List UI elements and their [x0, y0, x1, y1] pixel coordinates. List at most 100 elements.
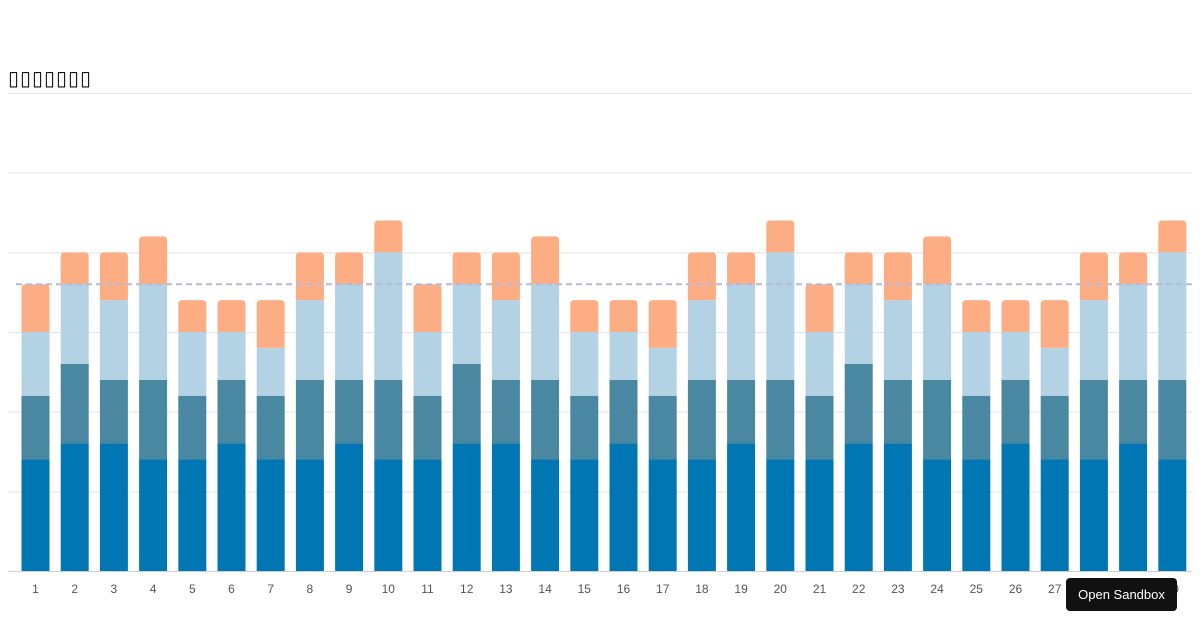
x-tick-label: 24: [930, 582, 944, 596]
bar-segment: [844, 363, 873, 444]
bar-segment: [1158, 252, 1187, 380]
bar-segment: [374, 220, 403, 253]
bar-segment: [99, 252, 128, 301]
bar-segment: [531, 379, 560, 460]
bar-segment: [648, 347, 677, 396]
bar-segment: [139, 236, 168, 285]
x-tick-label: 8: [307, 582, 314, 596]
x-tick-label: 23: [891, 582, 905, 596]
bar-segment: [256, 347, 285, 396]
bar-segment: [883, 443, 912, 571]
bar-segment: [962, 332, 991, 396]
bar-segment: [687, 252, 716, 301]
bar-segment: [256, 459, 285, 571]
bar-segment: [295, 300, 324, 380]
x-tick-label: 26: [1009, 582, 1023, 596]
bar-segment: [1040, 395, 1069, 460]
x-tick-label: 7: [267, 582, 274, 596]
bar-segment: [727, 443, 756, 571]
bar-segment: [570, 459, 599, 571]
bar-segment: [178, 395, 207, 460]
bar-segment: [1040, 300, 1069, 348]
bar-segment: [727, 379, 756, 444]
open-sandbox-button[interactable]: Open Sandbox: [1066, 578, 1177, 611]
bar-segment: [217, 379, 246, 444]
bar-segment: [923, 459, 952, 571]
bar-segment: [766, 220, 795, 253]
x-tick-label: 3: [111, 582, 118, 596]
bar-segment: [99, 300, 128, 380]
bar-segment: [413, 332, 442, 396]
bar-segment: [923, 236, 952, 285]
bar-segment: [217, 443, 246, 571]
x-tick-label: 14: [538, 582, 552, 596]
bar-segment: [335, 443, 364, 571]
bar-segment: [727, 252, 756, 285]
bar-segment: [1119, 443, 1148, 571]
bar-segment: [374, 459, 403, 571]
x-tick-label: 15: [578, 582, 592, 596]
bar-segment: [413, 395, 442, 460]
bar-segment: [1079, 252, 1108, 301]
x-tick-label: 13: [499, 582, 513, 596]
bar-segment: [805, 332, 834, 396]
bar-segment: [335, 379, 364, 444]
bar-segment: [452, 363, 481, 444]
bar-segment: [766, 379, 795, 460]
bar-segment: [21, 395, 50, 460]
bar-segment: [335, 252, 364, 285]
chart-title: ▯▯▯▯▯▯▯: [8, 66, 93, 90]
bar-segment: [452, 443, 481, 571]
bar-segment: [491, 300, 520, 380]
bar-segment: [609, 379, 638, 444]
bar-segment: [139, 284, 168, 380]
bar-segment: [962, 459, 991, 571]
x-tick-label: 12: [460, 582, 474, 596]
x-tick-label: 11: [421, 582, 434, 596]
x-tick-label: 1: [32, 582, 39, 596]
bar-segment: [531, 236, 560, 285]
bar-segment: [452, 284, 481, 364]
bar-segment: [335, 284, 364, 380]
bar-segment: [295, 379, 324, 460]
x-tick-label: 27: [1048, 582, 1062, 596]
bar-segment: [687, 459, 716, 571]
x-tick-label: 9: [346, 582, 353, 596]
bar-segment: [962, 300, 991, 332]
x-tick-label: 25: [970, 582, 984, 596]
bar-segment: [531, 459, 560, 571]
bar-segment: [1119, 284, 1148, 380]
bar-segment: [413, 284, 442, 332]
bar-segment: [1158, 220, 1187, 253]
bar-segment: [844, 252, 873, 285]
bar-segment: [687, 379, 716, 460]
bar-segment: [844, 284, 873, 364]
x-tick-label: 4: [150, 582, 157, 596]
bar-segment: [805, 395, 834, 460]
bar-segment: [217, 332, 246, 380]
bar-segment: [99, 443, 128, 571]
bar-segment: [178, 332, 207, 396]
x-tick-label: 19: [734, 582, 748, 596]
bar-segment: [609, 443, 638, 571]
bar-segment: [60, 363, 89, 444]
bar-segment: [570, 300, 599, 332]
x-tick-label: 18: [695, 582, 709, 596]
bar-segment: [1119, 252, 1148, 285]
bar-segment: [1079, 379, 1108, 460]
bar-segment: [21, 284, 50, 332]
bar-segment: [1119, 379, 1148, 444]
bar-segment: [1158, 379, 1187, 460]
bar-segment: [452, 252, 481, 285]
bar-segment: [1001, 332, 1030, 380]
bar-segment: [883, 379, 912, 444]
x-tick-label: 6: [228, 582, 235, 596]
bar-segment: [60, 252, 89, 285]
bar-segment: [295, 252, 324, 301]
bar-segment: [60, 443, 89, 571]
bar-segment: [609, 332, 638, 380]
bar-segment: [766, 459, 795, 571]
bar-segment: [923, 379, 952, 460]
